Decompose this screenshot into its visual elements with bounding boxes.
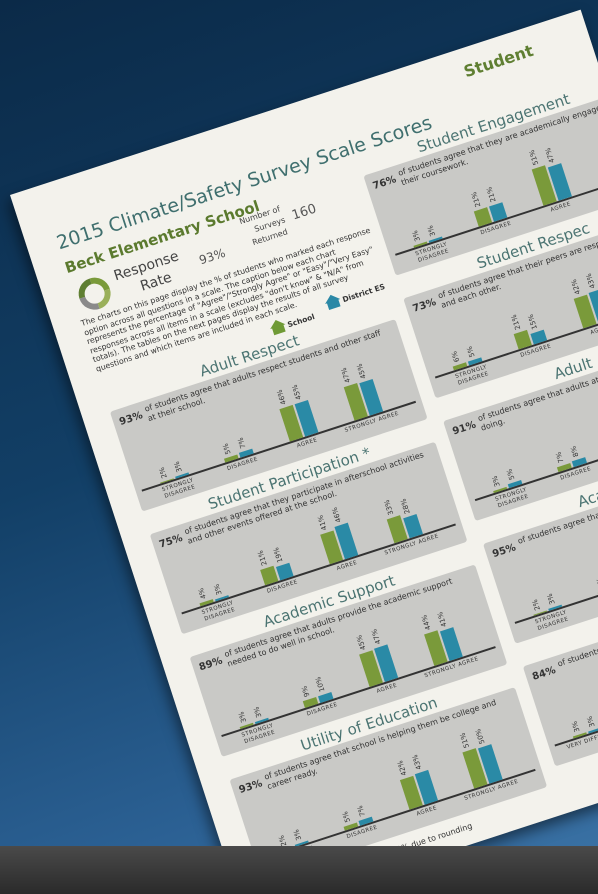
value-label: 21% [256, 549, 269, 567]
value-label: 47% [339, 366, 353, 384]
panel-percent: 84% [531, 664, 558, 683]
icon-arc [89, 277, 110, 291]
value-label: 7% [236, 436, 248, 450]
value-label: 21% [485, 186, 498, 204]
bottom-bar [0, 846, 598, 894]
value-label: 50% [473, 727, 487, 745]
icon-arc [97, 288, 111, 309]
value-label: 21% [509, 313, 523, 331]
value-label: 9% [300, 685, 312, 699]
panel-percent: 95% [491, 542, 518, 561]
value-label: 46% [275, 388, 288, 406]
value-label: 6% [450, 349, 462, 363]
surveys-count: 160 [290, 201, 319, 224]
district-icon [325, 294, 341, 311]
icon-arc [78, 278, 92, 299]
value-label: 33% [382, 498, 396, 517]
value-label: 3% [410, 229, 422, 243]
value-label: 43% [584, 272, 598, 290]
baseline [514, 539, 598, 624]
panel-percent: 91% [451, 419, 478, 438]
icon-arc [79, 296, 100, 310]
panel-percent: 73% [411, 296, 438, 315]
value-label: 3% [490, 474, 502, 488]
value-label: 45% [355, 362, 368, 381]
value-label: 51% [458, 731, 471, 749]
value-label: 3% [570, 719, 582, 733]
value-label: 2% [157, 465, 169, 479]
value-label: 28% [399, 497, 412, 515]
value-label: 44% [420, 613, 433, 632]
value-label: 3% [426, 224, 438, 238]
panel-percent: 89% [197, 655, 224, 674]
value-label: 2% [530, 597, 542, 611]
document-page: Student 2015 Climate/Safety Survey Scale… [10, 9, 598, 894]
school-icon [270, 320, 286, 336]
value-label: 8% [569, 444, 581, 458]
response-icon [78, 277, 111, 310]
panel-percent: 75% [157, 532, 185, 551]
value-label: 45% [290, 383, 304, 402]
value-label: 7% [355, 804, 367, 818]
page-tag: Student [461, 40, 536, 82]
value-label: 43% [410, 753, 424, 771]
value-label: 3% [585, 714, 597, 728]
value-label: 7% [554, 450, 566, 464]
value-label: 46% [330, 505, 343, 524]
value-label: 5% [465, 345, 477, 359]
value-label: 5% [341, 810, 353, 824]
value-label: 5% [221, 442, 233, 456]
value-label: 15% [526, 313, 539, 331]
value-label: 3% [212, 582, 224, 596]
value-label: 51% [527, 148, 541, 166]
value-label: 45% [355, 634, 368, 652]
value-label: 42% [569, 277, 583, 295]
value-label: 3% [237, 710, 249, 724]
panel-percent: 76% [371, 174, 398, 193]
panel-percent: 93% [118, 410, 145, 428]
response-rate: 93% [197, 245, 228, 268]
value-label: 3% [545, 592, 557, 606]
value-label: 3% [252, 705, 264, 719]
value-label: 21% [470, 190, 483, 209]
value-label: 47% [370, 627, 383, 646]
value-label: 41% [436, 611, 449, 629]
value-label: 3% [292, 828, 304, 842]
panel-percent: 93% [237, 778, 264, 797]
value-label: 4% [197, 586, 209, 600]
value-label: 19% [272, 546, 285, 564]
value-label: 10% [314, 675, 327, 693]
value-label: 3% [172, 460, 184, 474]
value-label: 47% [543, 146, 557, 164]
value-label: 2% [277, 833, 289, 847]
value-label: 42% [395, 758, 409, 777]
value-label: 41% [316, 514, 329, 532]
value-label: 5% [505, 468, 517, 482]
baseline [554, 661, 598, 747]
